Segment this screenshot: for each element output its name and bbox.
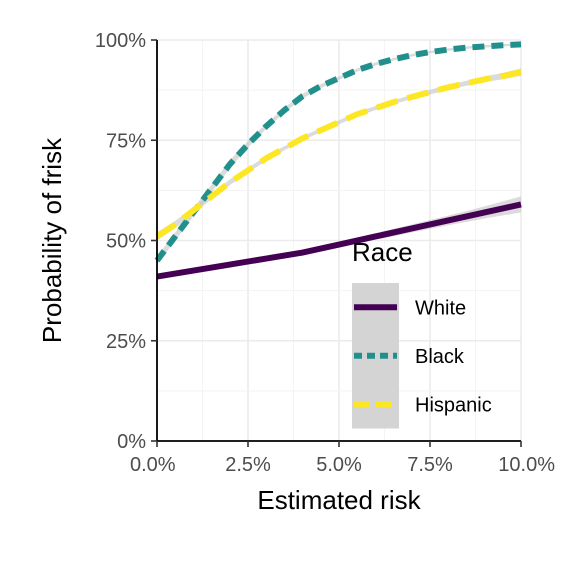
legend: Race White Black Hispanic bbox=[352, 237, 492, 429]
y-tick-label: 50% bbox=[106, 231, 146, 253]
series-line-white bbox=[156, 201, 522, 280]
y-tick-label: 100% bbox=[95, 30, 146, 52]
series-lines bbox=[154, 41, 522, 280]
y-axis-title: Probability of frisk bbox=[37, 137, 67, 343]
x-tick-label: 7.5% bbox=[407, 454, 453, 476]
y-tick-label: 0% bbox=[117, 431, 146, 453]
legend-title: Race bbox=[352, 237, 413, 267]
x-tick-label: 5.0% bbox=[316, 454, 362, 476]
x-tick-label: 2.5% bbox=[225, 454, 271, 476]
y-tick-label: 25% bbox=[106, 331, 146, 353]
x-tick-label: 0.0% bbox=[130, 454, 176, 476]
x-axis-title: Estimated risk bbox=[257, 485, 421, 515]
legend-label-black: Black bbox=[415, 346, 465, 368]
x-tick-label: 10.0% bbox=[498, 454, 555, 476]
legend-label-white: White bbox=[415, 297, 466, 319]
y-tick-label: 75% bbox=[106, 130, 146, 152]
series-line-black bbox=[154, 41, 522, 263]
grid bbox=[156, 39, 522, 442]
series-line-hispanic bbox=[155, 69, 522, 239]
legend-label-hispanic: Hispanic bbox=[415, 394, 492, 416]
axes: 0.0% 2.5% 5.0% 7.5% 10.0% 0% 25% 50% 75% 100% bbox=[95, 30, 555, 476]
